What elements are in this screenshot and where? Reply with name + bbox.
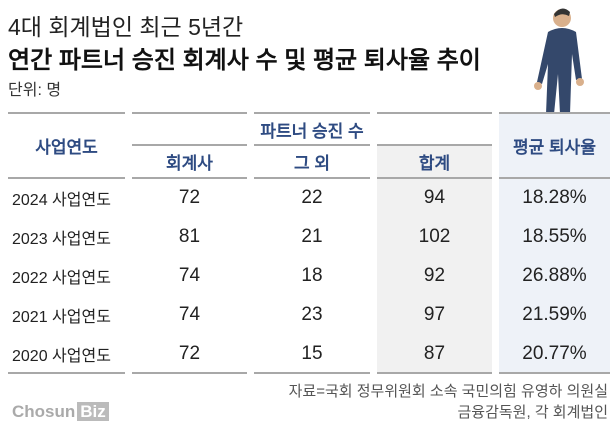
header-year: 사업연도 xyxy=(35,138,98,157)
cell-rate: 26.88% xyxy=(522,264,587,286)
table-bottom-rule xyxy=(254,372,370,374)
header-top-rule xyxy=(499,112,610,114)
cell-rate: 18.28% xyxy=(522,186,587,208)
header-other: 그 외 xyxy=(293,154,330,173)
header-accountant: 회계사 xyxy=(166,154,213,173)
cell-other: 21 xyxy=(301,225,323,247)
table-bottom-rule xyxy=(377,372,492,374)
total-column-bg xyxy=(377,145,492,373)
subheader-rule xyxy=(132,144,247,146)
source-line1: 자료=국회 정무위원회 소속 국민의힘 유영하 의원실 xyxy=(288,383,608,400)
cell-other: 23 xyxy=(301,303,323,325)
rate-column-bg xyxy=(499,113,610,373)
cell-total: 97 xyxy=(423,303,446,325)
header-bottom-rule xyxy=(499,177,610,179)
header-group: 파트너 승진 수 xyxy=(260,121,364,141)
cell-year: 2022 사업연도 xyxy=(12,269,111,287)
header-rate: 평균 퇴사율 xyxy=(513,138,596,157)
subheader-rule xyxy=(377,144,492,146)
source: 자료=국회 정무위원회 소속 국민의힘 유영하 의원실 금융감독원, 각 회계법… xyxy=(289,381,608,423)
source-line2: 금융감독원, 각 회계법인 xyxy=(457,404,608,421)
chosunbiz-logo: Chosun Biz xyxy=(12,402,109,422)
header-bottom-rule xyxy=(377,177,492,179)
header-bottom-rule xyxy=(132,177,247,179)
cell-rate: 18.55% xyxy=(522,225,587,247)
cell-accountant: 72 xyxy=(178,342,201,364)
header-top-rule xyxy=(8,112,125,114)
cell-rate: 21.59% xyxy=(522,303,587,325)
cell-accountant: 74 xyxy=(178,264,201,286)
cell-total: 87 xyxy=(423,342,446,364)
table-bottom-rule xyxy=(8,372,125,374)
cell-total: 102 xyxy=(418,225,451,247)
table-bottom-rule xyxy=(132,372,247,374)
header-bottom-rule xyxy=(254,177,370,179)
businessman-illustration xyxy=(534,8,584,114)
cell-year: 2023 사업연도 xyxy=(12,230,111,248)
header-top-rule xyxy=(132,112,247,114)
header-top-rule xyxy=(377,112,492,114)
subheader-rule xyxy=(254,144,370,146)
cell-year: 2020 사업연도 xyxy=(12,347,111,365)
cell-accountant: 81 xyxy=(178,225,201,247)
cell-year: 2024 사업연도 xyxy=(12,191,111,209)
cell-year: 2021 사업연도 xyxy=(12,308,111,326)
cell-other: 15 xyxy=(301,342,323,364)
cell-rate: 20.77% xyxy=(522,342,587,364)
cell-other: 18 xyxy=(301,264,323,286)
cell-accountant: 74 xyxy=(178,303,201,325)
header-total: 합계 xyxy=(418,154,451,173)
cell-accountant: 72 xyxy=(178,186,201,208)
cell-total: 94 xyxy=(423,186,446,208)
header-bottom-rule xyxy=(8,177,125,179)
title-line2: 연간 파트너 승진 회계사 수 및 평균 퇴사율 추이 xyxy=(8,47,481,74)
header-top-rule xyxy=(254,112,370,114)
table-bottom-rule xyxy=(499,372,610,374)
unit-label: 단위: 명 xyxy=(8,82,62,99)
title-line1: 4대 회계법인 최근 5년간 xyxy=(8,14,244,40)
cell-other: 22 xyxy=(301,186,323,208)
cell-total: 92 xyxy=(423,264,446,286)
